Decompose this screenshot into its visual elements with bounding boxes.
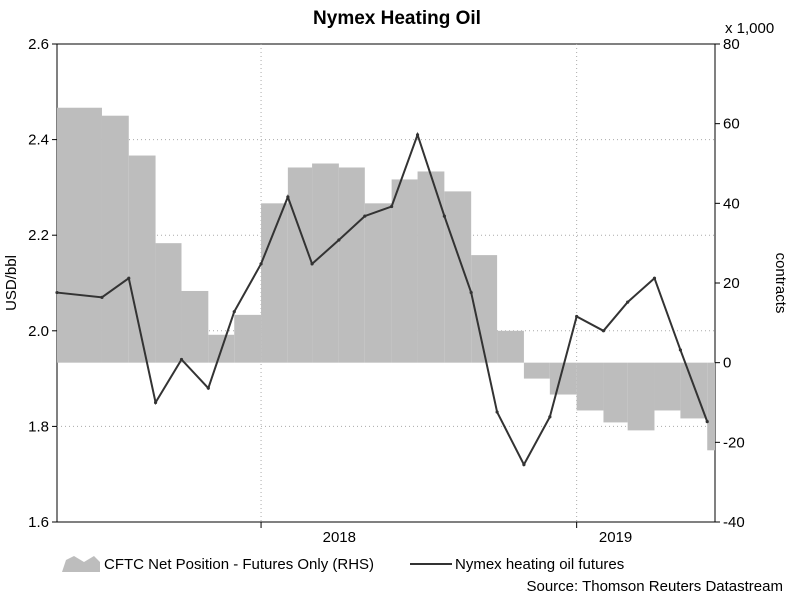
right-tick-label: 80: [723, 36, 740, 53]
legend-item-price: Nymex heating oil futures: [455, 556, 624, 573]
net-position-bar: [128, 155, 156, 363]
x-tick-label: 2018: [323, 529, 356, 546]
price-point: [442, 214, 446, 218]
right-axis-ticks: -40 -20 0 20 40 60 80: [715, 36, 745, 531]
right-axis-label: contracts: [772, 253, 789, 314]
net-position-bar: [654, 362, 681, 411]
price-point: [127, 276, 131, 280]
net-position-bar: [523, 362, 550, 379]
right-tick-label: 40: [723, 195, 740, 212]
price-point: [548, 415, 552, 419]
price-point: [575, 314, 579, 319]
price-point: [55, 290, 59, 295]
net-position-bar: [707, 362, 715, 451]
price-point: [100, 295, 104, 299]
x-tick-label: 2019: [599, 529, 632, 546]
price-point: [495, 410, 499, 414]
right-tick-label: 20: [723, 275, 740, 292]
price-point: [626, 300, 630, 304]
net-position-bar: [287, 167, 313, 363]
net-position-bar: [312, 163, 339, 363]
net-position-bar: [101, 115, 129, 363]
price-point: [415, 133, 420, 137]
price-point: [601, 329, 606, 333]
left-axis-label: USD/bbl: [3, 255, 20, 311]
left-tick-label: 2.0: [28, 323, 49, 340]
left-tick-label: 2.2: [28, 227, 49, 244]
x-axis-ticks: 2018 2019: [260, 522, 632, 546]
net-position-bar: [603, 362, 628, 423]
left-tick-label: 1.6: [28, 514, 49, 531]
source-note: Source: Thomson Reuters Datastream: [526, 578, 783, 594]
net-position-bar: [391, 179, 418, 363]
price-point: [678, 348, 683, 352]
left-tick-label: 2.4: [28, 132, 49, 149]
net-position-bar: [627, 362, 655, 431]
legend-area-swatch: [62, 556, 100, 572]
price-point: [705, 420, 709, 424]
price-point: [310, 262, 314, 266]
net-position-bar: [234, 314, 262, 363]
net-position-bar: [261, 203, 288, 363]
left-axis-ticks: 1.6 1.8 2.0 2.2 2.4 2.6: [28, 36, 57, 531]
price-point: [179, 357, 184, 362]
legend-item-net-position: CFTC Net Position - Futures Only (RHS): [104, 556, 374, 573]
net-position-bar: [364, 203, 392, 363]
right-tick-label: -20: [723, 434, 745, 451]
price-point: [259, 262, 263, 266]
price-line-layer: [55, 131, 709, 467]
left-tick-label: 2.6: [28, 36, 49, 53]
price-point: [390, 204, 394, 209]
net-position-bar: [417, 171, 445, 363]
net-position-bar: [444, 191, 472, 363]
net-position-bar: [155, 243, 182, 363]
right-tick-label: -40: [723, 514, 745, 531]
net-position-bar: [497, 330, 524, 363]
net-position-bar: [338, 167, 365, 363]
price-point: [337, 238, 341, 242]
price-point: [206, 386, 210, 390]
price-point: [286, 195, 290, 199]
price-point: [363, 214, 367, 218]
right-axis-unit-note: x 1,000: [725, 20, 774, 37]
net-position-area-layer: [57, 107, 715, 451]
right-tick-label: 60: [723, 116, 740, 133]
price-point: [469, 290, 473, 295]
right-tick-label: 0: [723, 355, 731, 372]
net-position-bar: [576, 362, 604, 411]
net-position-bar: [57, 107, 102, 363]
price-point: [522, 463, 526, 467]
chart-title: Nymex Heating Oil: [313, 8, 481, 29]
price-point: [652, 276, 657, 280]
price-point: [153, 400, 158, 405]
net-position-bar: [181, 290, 209, 363]
left-tick-label: 1.8: [28, 418, 49, 435]
price-point: [232, 310, 236, 314]
legend: CFTC Net Position - Futures Only (RHS) N…: [62, 556, 624, 573]
